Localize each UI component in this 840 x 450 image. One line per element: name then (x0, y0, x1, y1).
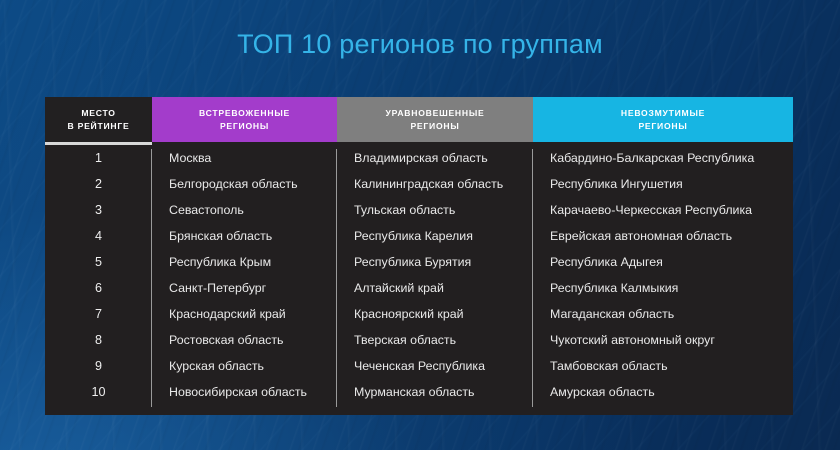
table-cell-balanced: Чеченская Республика (354, 359, 485, 373)
table-cell-balanced: Красноярский край (354, 307, 464, 321)
table-cell-rank: 4 (94, 229, 102, 243)
column-header-rank-line2: В РЕЙТИНГЕ (67, 120, 130, 131)
column-header-balanced-line2: РЕГИОНЫ (410, 120, 460, 131)
table-cell-rank: 1 (94, 151, 102, 165)
table-row: 10 Новосибирская область Мурманская област… (45, 379, 793, 405)
table-cell-imperturbable: Амурская область (550, 385, 655, 399)
table-cell-anxious: Белгородская область (169, 177, 298, 191)
table-row: 9 Курская область Чеченская Республика Тамб… (45, 353, 793, 379)
table-cell-imperturbable: Республика Ингушетия (550, 177, 683, 191)
column-header-imperturbable: НЕВОЗМУТИМЫЕ РЕГИОНЫ (533, 97, 793, 142)
column-header-rank-line1: МЕСТО (81, 108, 116, 119)
table-row: 5 Республика Крым Республика Бурятия Респуб… (45, 249, 793, 275)
column-divider-3 (532, 149, 533, 407)
header-underline-rank (45, 142, 152, 145)
table-cell-rank: 9 (94, 359, 102, 373)
table-cell-anxious: Ростовская область (169, 333, 284, 347)
table-cell-rank: 3 (94, 203, 102, 217)
table-cell-imperturbable: Республика Калмыкия (550, 281, 679, 295)
column-header-anxious: ВСТРЕВОЖЕННЫЕ РЕГИОНЫ (152, 97, 337, 142)
column-header-anxious-line1: ВСТРЕВОЖЕННЫЕ (199, 108, 290, 119)
table-cell-balanced: Калининградская область (354, 177, 504, 191)
table-cell-rank: 10 (91, 385, 106, 399)
page-title: ТОП 10 регионов по группам (237, 29, 603, 59)
table-cell-anxious: Краснодарский край (169, 307, 286, 321)
table-cell-anxious: Брянская область (169, 229, 273, 243)
table-row: 6 Санкт-Петербург Алтайский край Республика… (45, 275, 793, 301)
table-row: 2 Белгородская область Калининградская обл… (45, 171, 793, 197)
column-header-balanced-line1: УРАВНОВЕШЕННЫЕ (385, 108, 485, 119)
table-cell-anxious: Санкт-Петербург (169, 281, 267, 295)
table-cell-balanced: Республика Бурятия (354, 255, 472, 269)
table-cell-rank: 5 (94, 255, 102, 269)
top10-regions-table: МЕСТО В РЕЙТИНГЕ ВСТРЕВОЖЕННЫЕ РЕГИОНЫ У… (45, 97, 793, 415)
table-cell-imperturbable: Республика Адыгея (550, 255, 663, 269)
table-cell-rank: 6 (94, 281, 102, 295)
table-cell-anxious: Новосибирская область (169, 385, 308, 399)
table-row: 8 Ростовская область Тверская область Чукот… (45, 327, 793, 353)
column-header-anxious-line2: РЕГИОНЫ (219, 120, 270, 131)
table-cell-balanced: Тверская область (354, 333, 457, 347)
table-body: 1 Москва Владимирская область Кабардино-Бал… (45, 145, 793, 415)
column-header-rank: МЕСТО В РЕЙТИНГЕ (45, 97, 152, 142)
table-cell-imperturbable: Магаданская область (550, 307, 675, 321)
table-cell-balanced: Алтайский край (354, 281, 444, 295)
table-cell-balanced: Владимирская область (354, 151, 488, 165)
table-cell-anxious: Курская область (169, 359, 264, 373)
column-divider-1 (151, 149, 152, 407)
table-cell-imperturbable: Тамбовская область (550, 359, 668, 373)
header-underline-divider (45, 142, 793, 145)
column-header-balanced: УРАВНОВЕШЕННЫЕ РЕГИОНЫ (337, 97, 533, 142)
table-header-row: МЕСТО В РЕЙТИНГЕ ВСТРЕВОЖЕННЫЕ РЕГИОНЫ У… (45, 97, 793, 142)
table-cell-anxious: Республика Крым (169, 255, 272, 269)
table-cell-imperturbable: Карачаево-Черкесская Республика (550, 203, 753, 217)
table-row: 3 Севастополь Тульская область Карачаево-Че… (45, 197, 793, 223)
header-underline-anxious (152, 142, 336, 145)
header-underline-balanced (336, 142, 531, 145)
table-cell-rank: 8 (94, 333, 102, 347)
table-cell-anxious: Москва (169, 151, 212, 165)
table-row: 1 Москва Владимирская область Кабардино-Бал… (45, 145, 793, 171)
table-cell-rank: 2 (94, 177, 102, 191)
table-cell-imperturbable: Кабардино-Балкарская Республика (550, 151, 755, 165)
column-divider-2 (336, 149, 337, 407)
table-cell-rank: 7 (94, 307, 102, 321)
table-row: 7 Краснодарский край Красноярский край Мага… (45, 301, 793, 327)
header-underline-imperturbable (531, 142, 791, 145)
table-cell-balanced: Тульская область (354, 203, 456, 217)
table-cell-balanced: Республика Карелия (354, 229, 473, 243)
column-header-imperturbable-line1: НЕВОЗМУТИМЫЕ (620, 108, 706, 119)
column-header-imperturbable-line2: РЕГИОНЫ (638, 120, 688, 131)
table-cell-anxious: Севастополь (169, 203, 244, 217)
table-row: 4 Брянская область Республика Карелия Еврей… (45, 223, 793, 249)
table-cell-balanced: Мурманская область (354, 385, 475, 399)
table-cell-imperturbable: Чукотский автономный округ (550, 333, 715, 347)
table-cell-imperturbable: Еврейская автономная область (550, 229, 733, 243)
